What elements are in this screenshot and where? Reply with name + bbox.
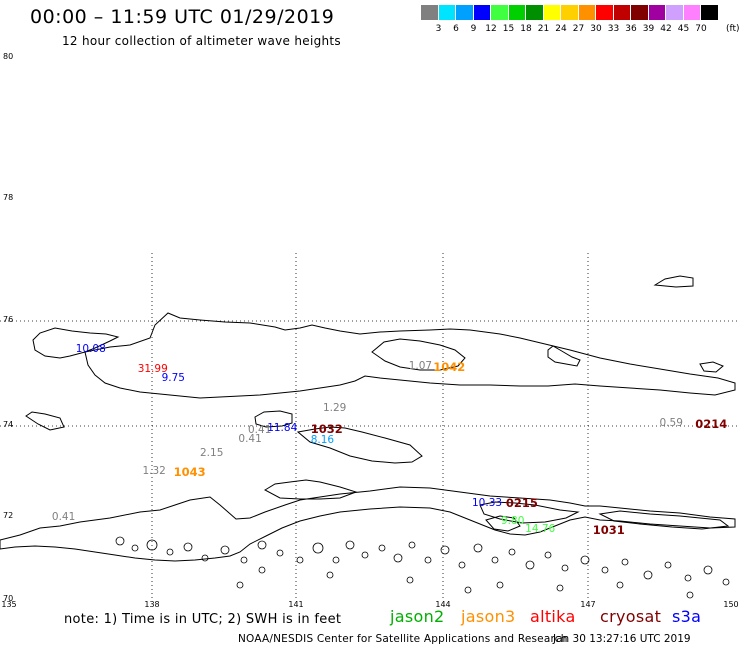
- satellite-cryosat: cryosat: [600, 607, 662, 626]
- legend-label: 18: [520, 24, 532, 34]
- wave-height-value: 11.84: [267, 421, 298, 434]
- legend-label: 30: [590, 24, 602, 34]
- legend-swatch: [456, 5, 474, 20]
- satellite-jason3: jason3: [461, 607, 516, 626]
- lon-label-135: 135: [1, 600, 17, 609]
- legend-swatch: [473, 5, 491, 20]
- legend-label: 21: [537, 24, 550, 34]
- lon-label-141: 141: [288, 600, 304, 609]
- legend-label: 45: [677, 24, 690, 34]
- legend-swatch: [578, 5, 596, 20]
- legend-label: 70: [695, 24, 707, 34]
- map-grid: [0, 253, 740, 600]
- footer-note: note: 1) Time is in UTC; 2) SWH is in fe…: [64, 612, 342, 627]
- wave-height-value: 9.75: [161, 372, 185, 385]
- legend-label: 6: [453, 24, 459, 34]
- lon-label-150: 150: [723, 600, 739, 609]
- legend-label: 33: [607, 24, 620, 34]
- legend-unit: (ft): [726, 24, 740, 34]
- wave-height-value: 0.41: [238, 432, 262, 445]
- wave-height-value: 0.41: [248, 423, 272, 436]
- wave-height-value: 1.32: [142, 464, 166, 477]
- coast-inlet-mid: [699, 361, 724, 373]
- legend-label: 42: [660, 24, 672, 34]
- wave-height-value: 1.07: [408, 359, 433, 372]
- legend-swatch: [438, 5, 456, 20]
- legend-label: 24: [555, 24, 567, 34]
- coast-inlet-east: [547, 345, 581, 367]
- coast-island-mid: [254, 410, 293, 428]
- legend-swatch: [526, 5, 544, 20]
- legend-swatch: [701, 5, 719, 20]
- wave-height-value: 10.33: [472, 496, 503, 509]
- coastal-lakes: [115, 536, 730, 599]
- legend-swatch: [648, 5, 666, 20]
- coast-novaya-sibir-island: [653, 275, 694, 288]
- lat-label-76: 76: [3, 315, 14, 324]
- page-subtitle: 12 hour collection of altimeter wave hei…: [62, 34, 341, 48]
- legend-swatch: [491, 5, 509, 20]
- satellite-altika: altika: [530, 607, 576, 626]
- track-time-label: 1043: [173, 464, 206, 479]
- credit-line: NOAA/NESDIS Center for Satellite Applica…: [238, 633, 568, 645]
- satellite-s3a: s3a: [672, 607, 702, 626]
- legend-swatch: [421, 5, 439, 20]
- coast-mainland-south: [0, 486, 736, 562]
- legend-swatch: [683, 5, 701, 20]
- page-title: 00:00 – 11:59 UTC 01/29/2019: [30, 6, 335, 28]
- legend-swatch: [666, 5, 684, 20]
- track-time-label: 1031: [592, 523, 625, 538]
- coast-island-large: [296, 426, 423, 464]
- coast-small-island-west: [25, 411, 65, 431]
- legend-swatch: [508, 5, 526, 20]
- legend-swatch: [543, 5, 561, 20]
- wave-height-value: 0.41: [51, 510, 76, 523]
- track-time-label: 1042: [433, 359, 466, 374]
- coast-shelf-east: [598, 510, 730, 530]
- wave-height-value: 0.59: [659, 416, 683, 429]
- satellite-jason2: jason2: [390, 607, 445, 626]
- legend-label: 9: [470, 24, 477, 34]
- lat-label-80: 80: [3, 52, 14, 61]
- legend-swatch: [631, 5, 649, 20]
- wave-height-value: 1.29: [322, 401, 347, 414]
- generated-timestamp: Jan 30 13:27:16 UTC 2019: [553, 633, 691, 645]
- coast-bay-east: [371, 338, 466, 371]
- wave-height-value: 2.15: [200, 447, 224, 460]
- coast-delta-east: [479, 501, 580, 524]
- track-time-label: 0215: [505, 495, 538, 510]
- wave-height-value: 8.16: [310, 434, 335, 447]
- lat-label-74: 74: [3, 420, 14, 429]
- coast-kotelny-west: [32, 327, 120, 359]
- legend-label: 39: [642, 24, 655, 34]
- lat-label-70: 70: [3, 594, 14, 603]
- legend-swatch: [613, 5, 631, 20]
- legend-label: 15: [502, 24, 515, 34]
- wave-height-value: 10.08: [75, 342, 106, 355]
- legend-label: 27: [572, 24, 585, 34]
- wave-height-value: 31.99: [137, 362, 168, 375]
- lon-label-147: 147: [580, 600, 596, 609]
- legend-label: 12: [485, 24, 497, 34]
- coastlines: [0, 275, 736, 562]
- track-time-label: 1032: [310, 421, 343, 436]
- lat-label-78: 78: [3, 193, 14, 202]
- coast-peninsula-south: [263, 479, 358, 500]
- coast-mainland-shelf-north: [84, 312, 736, 399]
- legend-swatch: [596, 5, 614, 20]
- lat-label-72: 72: [3, 511, 14, 520]
- wave-height-value: 14.76: [525, 523, 556, 536]
- track-time-label: 0214: [695, 416, 728, 431]
- legend-label: 36: [625, 24, 637, 34]
- lon-label-144: 144: [435, 600, 451, 609]
- lon-label-138: 138: [144, 600, 160, 609]
- legend-label: 3: [435, 24, 442, 34]
- coast-delta-inner: [485, 515, 521, 532]
- wave-height-value: 9.80: [501, 515, 525, 528]
- legend-swatch: [561, 5, 579, 20]
